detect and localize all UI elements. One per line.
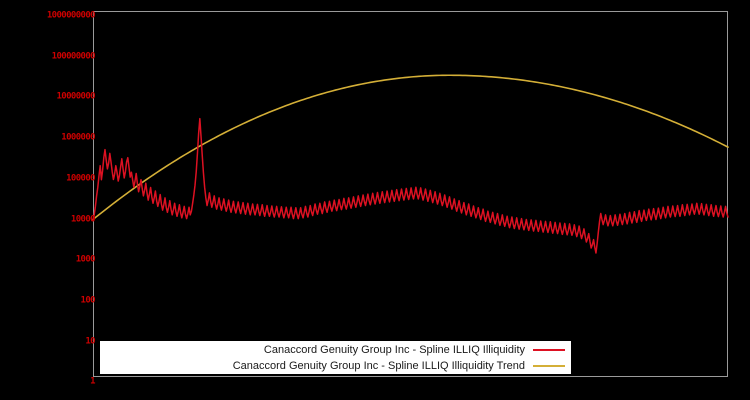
trend-line: [92, 74, 729, 221]
legend-label-illiq-trend: Canaccord Genuity Group Inc - Spline ILL…: [232, 360, 525, 372]
y-axis-tick-100000000: 100000000: [51, 51, 96, 62]
y-axis-tick-10: 10: [85, 336, 95, 347]
legend-label-illiq: Canaccord Genuity Group Inc - Spline ILL…: [263, 344, 525, 356]
plot-area-border: [93, 11, 728, 377]
legend-item-illiq-trend[interactable]: Canaccord Genuity Group Inc - Spline ILL…: [100, 358, 571, 374]
y-axis-tick-100000: 100000: [66, 173, 96, 184]
y-axis-tick-1000: 1000: [75, 254, 96, 265]
legend-swatch-illiq: [533, 349, 565, 351]
y-axis-tick-1: 1: [90, 376, 95, 387]
illiq-series-line: [92, 117, 729, 254]
y-axis-tick-1000000: 1000000: [61, 132, 95, 143]
chart-legend[interactable]: Canaccord Genuity Group Inc - Spline ILL…: [100, 341, 571, 374]
legend-item-illiq[interactable]: Canaccord Genuity Group Inc - Spline ILL…: [100, 342, 571, 358]
y-axis-tick-1000000000: 1000000000: [46, 10, 96, 21]
y-axis-tick-10000000: 10000000: [56, 91, 95, 102]
legend-swatch-illiq-trend: [533, 365, 565, 367]
y-axis-tick-100: 100: [80, 295, 96, 306]
y-axis-tick-10000: 10000: [70, 214, 96, 224]
